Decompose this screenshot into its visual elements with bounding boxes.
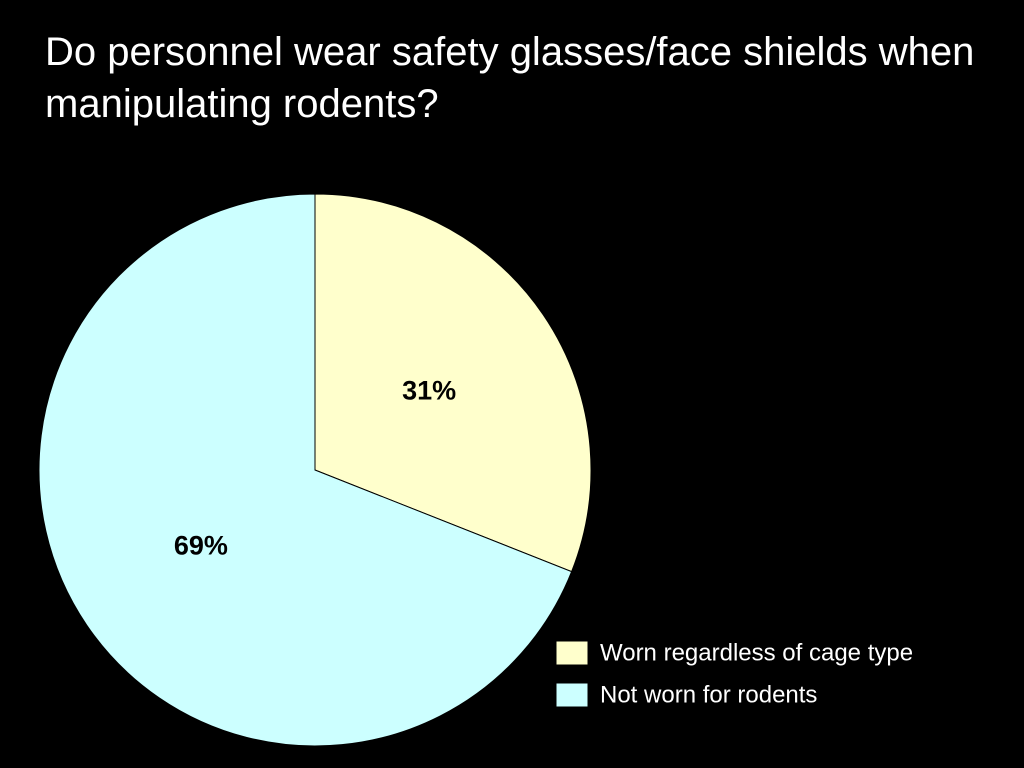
pie-slice: [38, 193, 573, 747]
pie-slice: [314, 193, 592, 573]
legend-swatch: [555, 640, 589, 666]
chart-title: Do personnel wear safety glasses/face sh…: [45, 30, 975, 126]
legend-label: Worn regardless of cage type: [600, 639, 913, 666]
value-label: 69%: [174, 531, 228, 561]
legend-swatch: [555, 682, 589, 708]
legend-label: Not worn for rodents: [600, 681, 817, 708]
value-label: 31%: [402, 376, 456, 406]
